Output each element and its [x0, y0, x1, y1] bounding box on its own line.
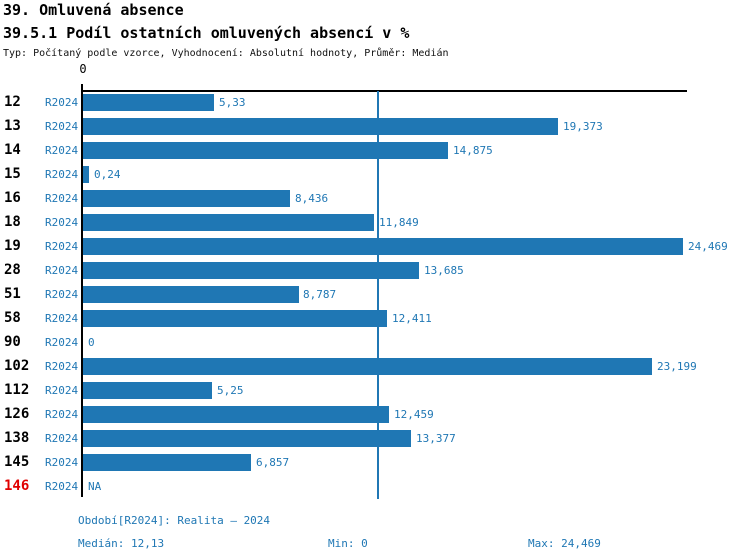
footer-max-label: Max: 24,469	[528, 537, 601, 550]
table-row: 15 R2024 0,24	[0, 166, 750, 183]
x-axis-zero-tick-label: 0	[79, 62, 87, 76]
row-series-label: R2024	[45, 96, 79, 109]
row-series-label: R2024	[45, 336, 79, 349]
bar-value-label: 5,33	[219, 96, 246, 109]
row-series-label: R2024	[45, 168, 79, 181]
row-series-label: R2024	[45, 360, 79, 373]
row-id-label: 15	[4, 166, 21, 182]
bar	[83, 454, 252, 471]
table-row: 13 R2024 19,373	[0, 118, 750, 135]
bar-value-label: 0,24	[94, 168, 121, 181]
bar	[83, 118, 558, 135]
table-row: 19 R2024 24,469	[0, 238, 750, 255]
row-series-label: R2024	[45, 408, 79, 421]
row-series-label: R2024	[45, 384, 79, 397]
row-id-label: 13	[4, 118, 21, 134]
bar	[83, 94, 214, 111]
bar-value-label: 13,377	[416, 432, 456, 445]
bar	[83, 406, 389, 423]
table-row: 138 R2024 13,377	[0, 430, 750, 447]
row-series-label: R2024	[45, 216, 79, 229]
bar	[83, 142, 448, 159]
table-row: 102 R2024 23,199	[0, 358, 750, 375]
table-row: 90 R2024 0	[0, 334, 750, 351]
table-row: 28 R2024 13,685	[0, 262, 750, 279]
footer-median-label: Medián: 12,13	[78, 537, 165, 550]
bar-value-label: 11,849	[379, 216, 419, 229]
row-id-label: 12	[4, 94, 21, 110]
table-row: 145 R2024 6,857	[0, 454, 750, 471]
bar-value-label: 23,199	[657, 360, 697, 373]
bar	[83, 166, 89, 183]
bar	[83, 358, 652, 375]
row-id-label: 19	[4, 238, 21, 254]
row-id-label: 138	[4, 430, 30, 446]
row-id-label: 51	[4, 286, 21, 302]
chart-meta-text: Typ: Počítaný podle vzorce, Vyhodnocení:…	[3, 48, 449, 59]
table-row: 16 R2024 8,436	[0, 190, 750, 207]
bar-value-label: 0	[88, 336, 95, 349]
bar	[83, 382, 212, 399]
y-axis-line	[81, 84, 83, 497]
bar-value-label: 14,875	[453, 144, 493, 157]
row-series-label: R2024	[45, 144, 79, 157]
row-series-label: R2024	[45, 240, 79, 253]
bar-value-label: 8,436	[295, 192, 329, 205]
bar	[83, 190, 290, 207]
bar-value-label: 6,857	[256, 456, 290, 469]
row-series-label: R2024	[45, 120, 79, 133]
bar-value-label: 12,411	[392, 312, 432, 325]
row-series-label: R2024	[45, 264, 79, 277]
row-series-label: R2024	[45, 312, 79, 325]
footer-period-label: Období[R2024]: Realita – 2024	[78, 514, 271, 527]
row-series-label: R2024	[45, 288, 79, 301]
row-id-label: 112	[4, 382, 30, 398]
row-series-label: R2024	[45, 192, 79, 205]
row-id-label: 58	[4, 310, 21, 326]
bar	[83, 286, 299, 303]
row-id-label: 146	[4, 478, 30, 494]
row-id-label: 126	[4, 406, 30, 422]
bar	[83, 430, 411, 447]
chart-title: 39.5.1 Podíl ostatních omluvených absenc…	[3, 24, 410, 42]
bar-value-label: 19,373	[563, 120, 603, 133]
table-row: 112 R2024 5,25	[0, 382, 750, 399]
row-id-label: 102	[4, 358, 30, 374]
row-series-label: R2024	[45, 456, 79, 469]
bar	[83, 214, 374, 231]
footer-min-label: Min: 0	[328, 537, 368, 550]
bar	[83, 238, 683, 255]
table-row: 126 R2024 12,459	[0, 406, 750, 423]
bar	[83, 262, 419, 279]
table-row: 146 R2024 NA	[0, 478, 750, 495]
bar	[83, 310, 388, 327]
median-line	[377, 91, 379, 499]
bar-value-label: 8,787	[303, 288, 337, 301]
page-title: 39. Omluvená absence	[3, 1, 184, 19]
row-series-label: R2024	[45, 480, 79, 493]
bar-value-label: 24,469	[688, 240, 728, 253]
table-row: 51 R2024 8,787	[0, 286, 750, 303]
bar-value-label: 5,25	[217, 384, 244, 397]
table-row: 12 R2024 5,33	[0, 94, 750, 111]
bar-value-label: 13,685	[424, 264, 464, 277]
x-axis-line	[82, 90, 687, 92]
row-id-label: 28	[4, 262, 21, 278]
table-row: 58 R2024 12,411	[0, 310, 750, 327]
row-id-label: 90	[4, 334, 21, 350]
table-row: 18 R2024 11,849	[0, 214, 750, 231]
row-id-label: 16	[4, 190, 21, 206]
row-id-label: 145	[4, 454, 30, 470]
bar-value-label: NA	[88, 480, 102, 493]
row-id-label: 14	[4, 142, 21, 158]
table-row: 14 R2024 14,875	[0, 142, 750, 159]
row-series-label: R2024	[45, 432, 79, 445]
row-id-label: 18	[4, 214, 21, 230]
bar-value-label: 12,459	[394, 408, 434, 421]
